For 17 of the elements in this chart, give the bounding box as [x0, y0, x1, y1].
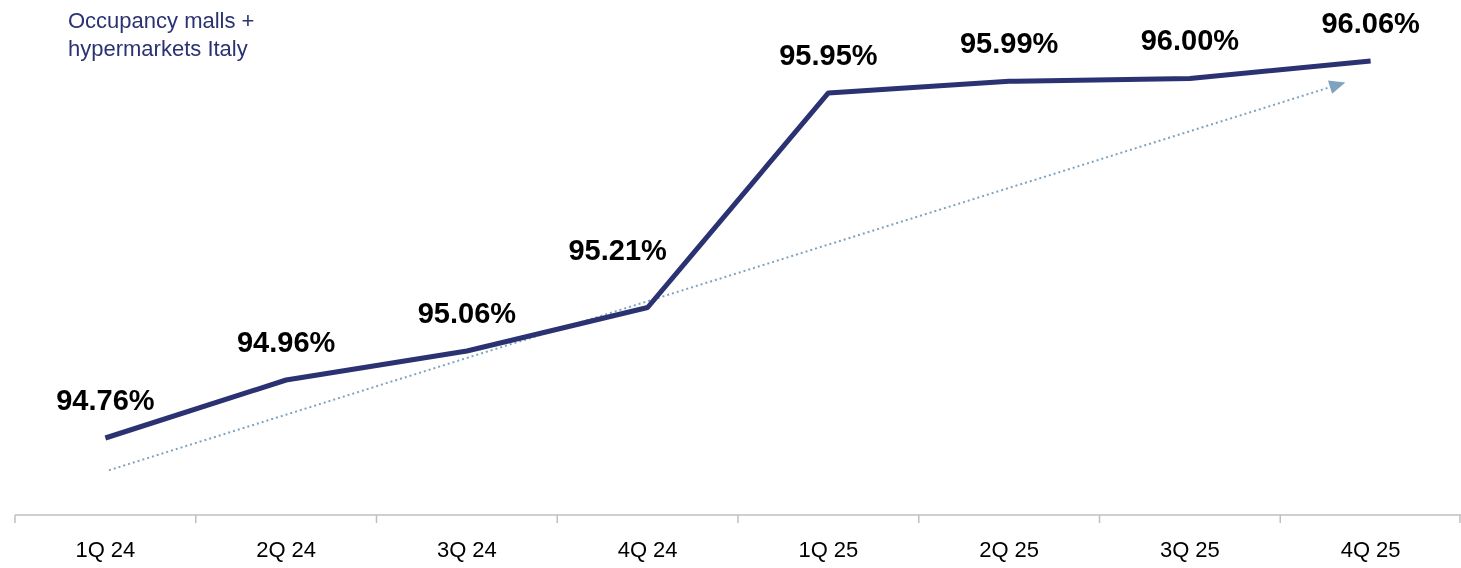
- x-tick-label: 1Q 24: [75, 537, 136, 562]
- data-label: 94.76%: [56, 384, 155, 416]
- x-tick-label: 1Q 25: [798, 537, 859, 562]
- data-label: 95.95%: [779, 38, 878, 71]
- x-tick-label: 3Q 25: [1159, 537, 1220, 562]
- x-tick-label: 2Q 24: [256, 537, 317, 562]
- x-tick-label: 4Q 24: [617, 537, 678, 562]
- data-label: 96.00%: [1140, 24, 1240, 57]
- x-tick-label: 3Q 24: [436, 537, 497, 562]
- x-tick-label: 2Q 25: [979, 537, 1040, 562]
- data-label: 95.06%: [417, 297, 517, 329]
- data-label: 96.06%: [1321, 7, 1421, 39]
- text: Occupancy malls + hypermarkets Italy: [68, 8, 255, 61]
- data-label: 95.21%: [568, 233, 668, 266]
- data-label: 94.96%: [236, 326, 336, 358]
- data-label: 95.99%: [959, 27, 1059, 60]
- x-tick-label: 4Q 25: [1340, 537, 1401, 562]
